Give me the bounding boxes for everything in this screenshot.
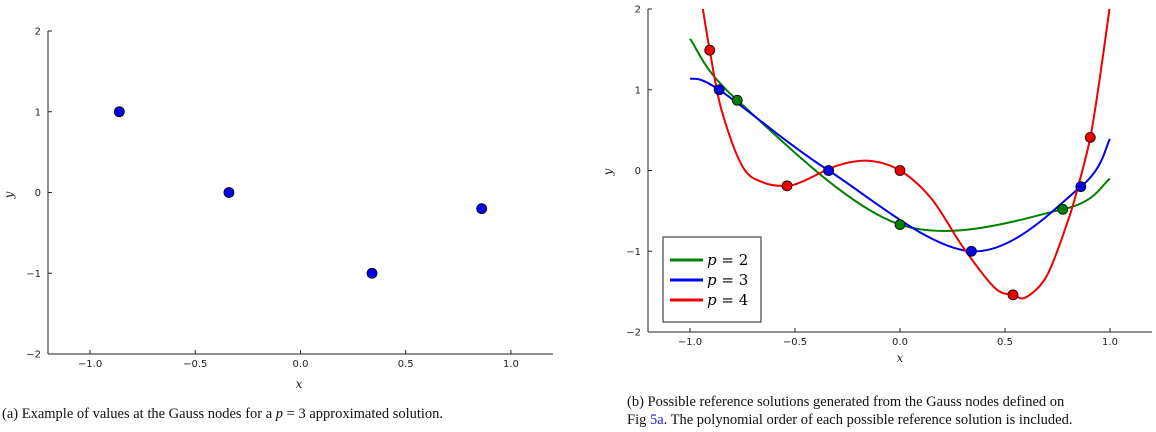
caption-b-line2: Fig 5a. The polynomial order of each pos… [627,411,1073,429]
chart-a-point [476,203,488,215]
chart-a-xtick-label: −1.0 [78,359,102,370]
caption-b-line2-suffix: . The polynomial order of each possible … [663,412,1073,428]
chart-a-ticks: −1.0 −0.5 0.0 0.5 1.0 −2 −1 0 1 2 [26,27,519,371]
chart-b-series-line-p4 [701,9,1111,300]
caption-b-line1: (b) Possible reference solutions generat… [627,394,1065,410]
chart-a-xtick-label: −0.5 [183,359,207,370]
chart-a-ytick-label: 2 [35,27,41,38]
chart-b-legend: p = 2 p = 3 p = 4 [662,236,762,323]
chart-b-xtick-label: −1.0 [678,337,702,348]
chart-a-xtick-label: 0.0 [293,359,309,370]
caption-a: (a) Example of values at the Gauss nodes… [2,405,443,423]
chart-a-ylabel: y [2,191,16,199]
chart-b-node-p3 [1075,181,1087,193]
chart-b-node-p3 [713,84,725,96]
chart-b-node-p3 [966,245,977,257]
chart-a-point [366,267,378,279]
chart-a-points [113,106,488,279]
legend-label-p4: p = 4 [707,291,748,309]
legend-label-p2: p = 2 [707,251,748,269]
chart-a-xtick-label: 1.0 [503,359,519,370]
caption-b-line2-prefix: Fig [627,412,650,428]
chart-b-ylabel: y [601,168,615,176]
caption-a-suffix: = 3 approximated solution. [283,406,444,422]
chart-b-node-p4 [781,180,793,192]
chart-b-series-line-p2 [689,38,1111,232]
chart-b-ytick-label: 0 [635,166,641,177]
chart-a-axes [47,31,553,355]
chart-a-ytick-label: −1 [26,269,41,280]
chart-a-point [113,106,125,118]
chart-b-xtick-label: 1.0 [1102,337,1118,348]
chart-b-xlabel: x [897,351,904,365]
chart-a-xlabel: x [296,377,303,391]
caption-a-prefix: (a) Example of values at the Gauss nodes… [2,406,276,422]
chart-b-ytick-label: −2 [626,328,641,339]
chart-b-xtick-label: 0.5 [997,337,1013,348]
chart-b-node-p2 [894,219,906,231]
chart-b-node-p4 [1007,289,1019,301]
chart-a-ytick-label: 1 [35,107,41,118]
chart-b-node-p4 [1084,131,1096,143]
chart-a-ytick-label: −2 [26,350,41,361]
caption-a-var: p [275,406,284,422]
chart-b-nodes [704,44,1096,301]
chart-a-xtick-label: 0.5 [398,359,414,370]
caption-b-figure-link[interactable]: 5a [649,412,664,428]
chart-a-point [223,187,235,198]
chart-b-xtick-label: −0.5 [783,337,807,348]
chart-b-node-p4 [704,44,716,56]
chart-a-ytick-label: 0 [35,188,41,199]
chart-b-node-p4 [894,165,906,176]
chart-b-ticks: −1.0 −0.5 0.0 0.5 1.0 −2 −1 0 1 2 [626,5,1118,349]
chart-b-node-p2 [731,94,743,106]
legend-label-p3: p = 3 [707,271,748,289]
chart-b-ytick-label: 1 [635,85,641,96]
caption-b: (b) Possible reference solutions generat… [627,393,1073,429]
chart-b-ytick-label: 2 [635,5,641,16]
chart-b-node-p3 [823,165,834,176]
chart-b-ytick-label: −1 [626,247,641,258]
chart-b-node-p2 [1057,203,1069,215]
chart-b-xtick-label: 0.0 [892,337,908,348]
